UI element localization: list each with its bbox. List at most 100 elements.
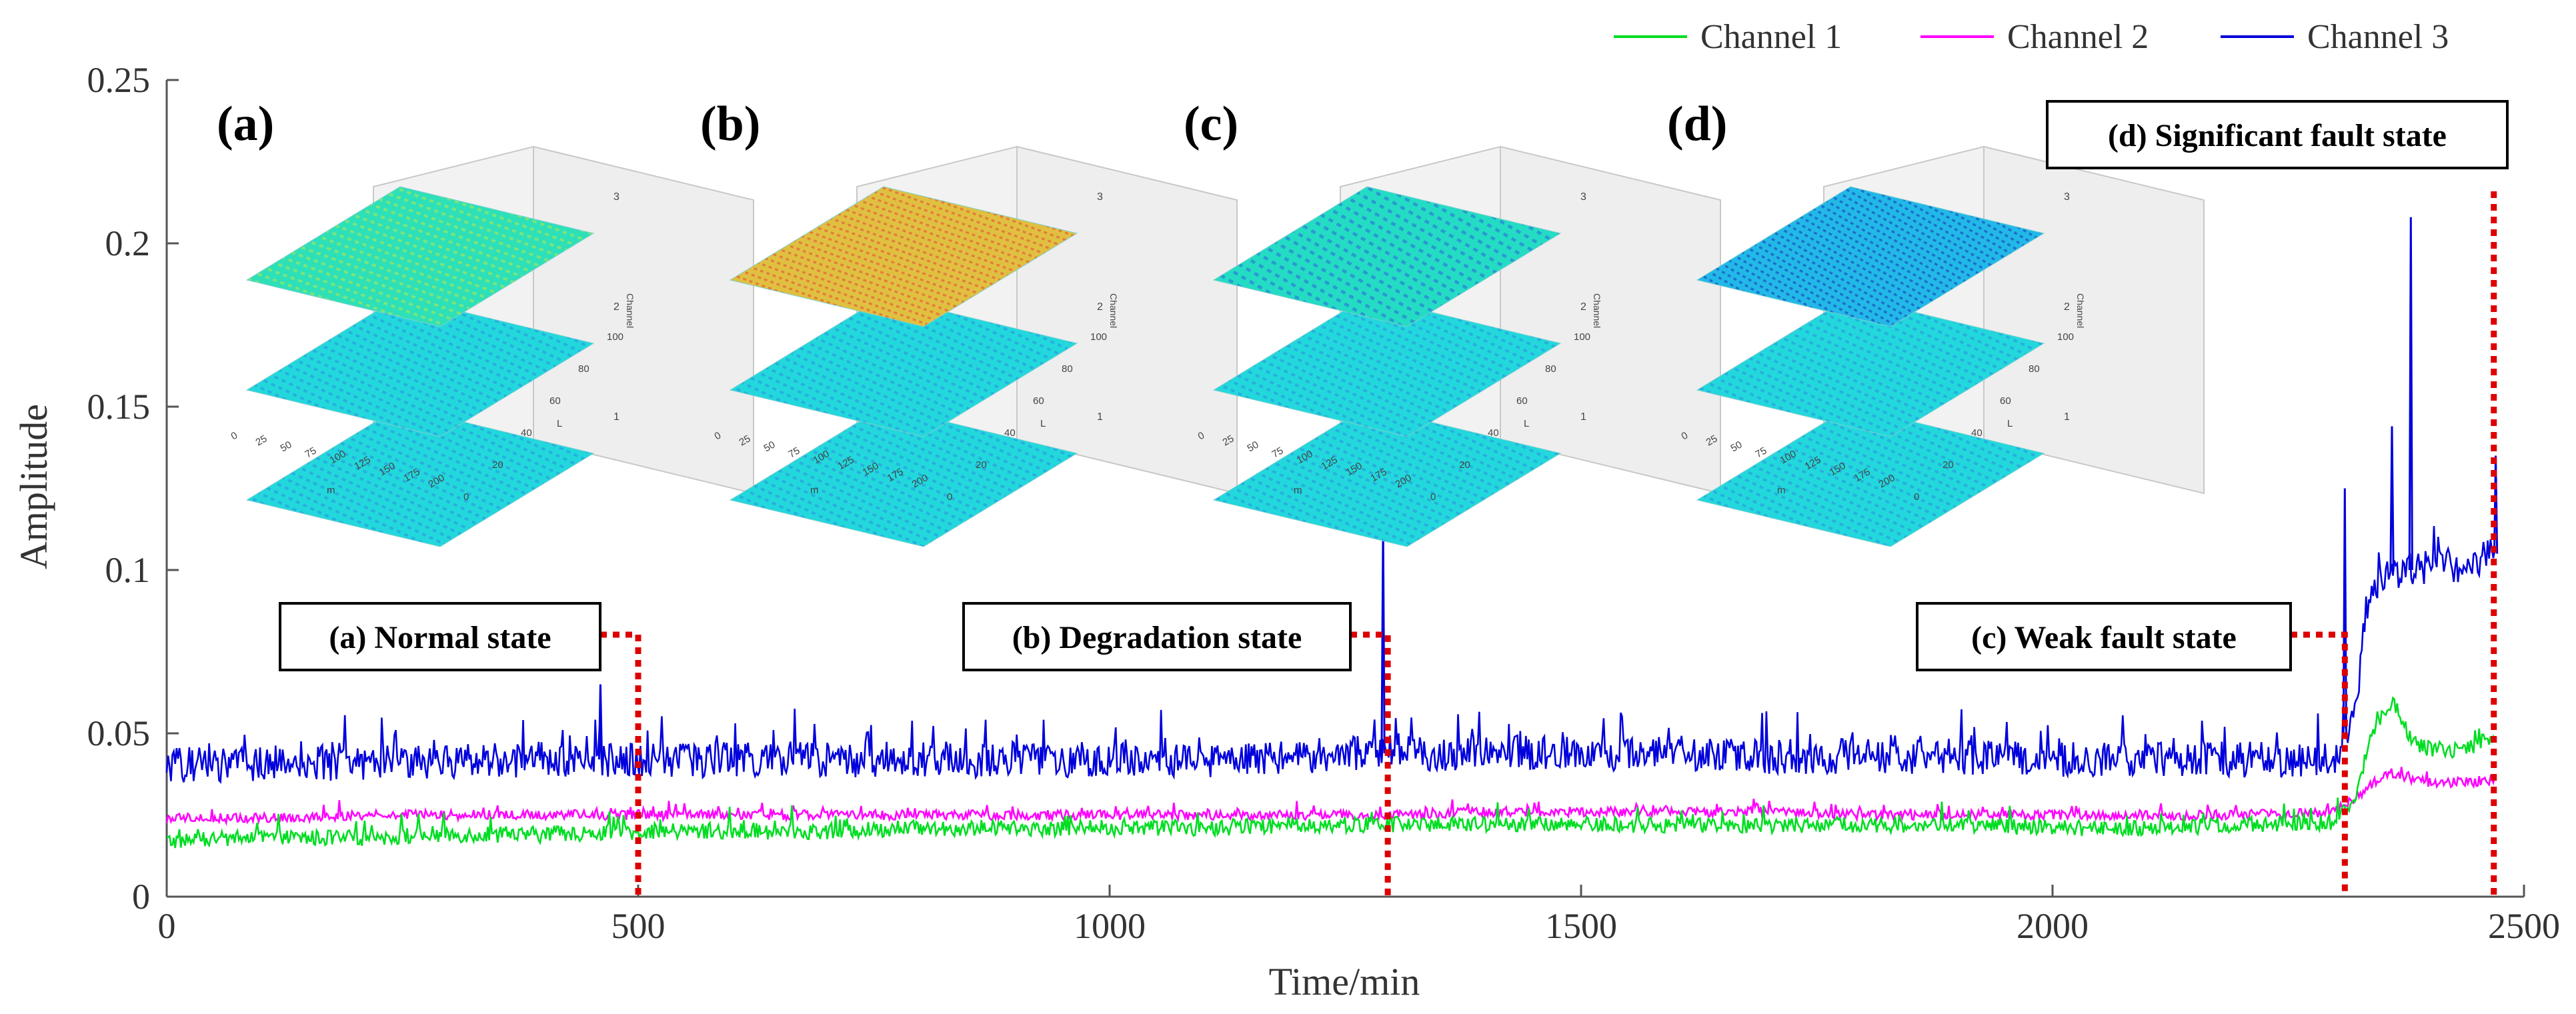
inset-m-tick: 75 xyxy=(1270,445,1286,460)
inset-l-tick: 40 xyxy=(1488,427,1499,439)
inset-l-tick: 100 xyxy=(607,331,623,343)
inset-m-tick: 25 xyxy=(1704,433,1720,448)
inset-letter: (c) xyxy=(1184,97,1238,151)
x-tick-label: 2000 xyxy=(2017,906,2089,946)
state-marker-1: (a) Normal state xyxy=(279,602,641,897)
x-tick-label: 1000 xyxy=(1074,906,1146,946)
inset-channel-label: Channel xyxy=(1108,293,1119,328)
inset-l-tick: 40 xyxy=(1971,427,1983,439)
inset-plane-channel-3 xyxy=(245,406,595,547)
series-spike-1 xyxy=(1380,527,1386,753)
inset-l-tick: 0 xyxy=(947,491,952,503)
inset-l-tick: 60 xyxy=(1033,395,1044,407)
inset-l-tick: 0 xyxy=(1430,491,1436,503)
x-tick-label: 500 xyxy=(611,906,666,946)
inset-letter: (a) xyxy=(217,97,274,151)
y-tick-label: 0.25 xyxy=(87,60,151,100)
y-tick-label: 0.1 xyxy=(105,550,151,590)
inset-channel-tick: 3 xyxy=(1097,191,1103,203)
inset-side-wall xyxy=(1983,145,2205,495)
inset-plane-channel-1 xyxy=(245,186,595,327)
inset-channel-tick: 1 xyxy=(2064,411,2070,423)
state-label-box xyxy=(962,602,1352,671)
state-label: (c) Weak fault state xyxy=(1971,620,2237,655)
series-line-channel-1 xyxy=(166,696,2496,849)
state-label-box xyxy=(1916,602,2292,671)
legend-label-channel-3: Channel 3 xyxy=(2307,18,2449,56)
inset-m-tick: 25 xyxy=(254,433,269,448)
inset-channel-tick: 2 xyxy=(1580,301,1586,313)
series-line-channel-3 xyxy=(165,525,2496,784)
series-line-channel-2 xyxy=(165,767,2496,826)
inset-channel-tick: 2 xyxy=(2064,301,2070,313)
y-tick-label: 0.05 xyxy=(87,713,151,753)
inset-l-tick: 20 xyxy=(1459,459,1470,471)
state-label-box xyxy=(279,602,601,671)
series-spike-2 xyxy=(2342,488,2347,739)
inset-l-tick: 80 xyxy=(1545,363,1556,375)
inset-m-tick: 50 xyxy=(1729,439,1744,454)
series-spike-3 xyxy=(2389,426,2395,571)
inset-plane-channel-3 xyxy=(729,406,1078,547)
inset-m-tick: 0 xyxy=(229,430,240,443)
inset-l-tick: 0 xyxy=(463,491,469,503)
inset-channel-tick: 1 xyxy=(613,411,619,423)
inset-l-tick: 20 xyxy=(492,459,503,471)
legend-label-channel-1: Channel 1 xyxy=(1700,18,1842,56)
inset-l-tick: 20 xyxy=(1943,459,1954,471)
inset-channel-tick: 3 xyxy=(1580,191,1586,203)
inset-l-tick: 60 xyxy=(1516,395,1528,407)
inset-m-tick: 25 xyxy=(1221,433,1236,448)
state-label-box xyxy=(2046,100,2509,169)
inset-m-label: m xyxy=(1294,485,1302,496)
inset-side-wall xyxy=(533,145,754,495)
inset-channel-label: Channel xyxy=(1592,293,1602,328)
inset-m-tick: 50 xyxy=(1246,439,1261,454)
inset-plane-channel-1 xyxy=(729,186,1078,327)
state-boundary-line xyxy=(600,631,641,897)
inset-channel-tick: 1 xyxy=(1097,411,1103,423)
x-axis-label: Time/min xyxy=(1269,960,1420,1003)
inset-m-label: m xyxy=(810,485,819,496)
inset-l-tick: 40 xyxy=(1004,427,1016,439)
inset-l-label: L xyxy=(557,418,562,429)
y-tick-label: 0.15 xyxy=(87,387,151,427)
legend-label-channel-2: Channel 2 xyxy=(2007,18,2149,56)
inset-m-tick: 50 xyxy=(279,439,294,454)
state-label: (d) Significant fault state xyxy=(2108,118,2447,153)
y-tick-label: 0.2 xyxy=(105,223,151,263)
inset-plane-channel-2 xyxy=(1212,296,1562,437)
inset-m-tick: 25 xyxy=(738,433,753,448)
inset-channel-label: Channel xyxy=(625,293,635,328)
series-spike-4 xyxy=(2408,217,2413,571)
state-marker-3: (c) Weak fault state xyxy=(1916,602,2348,897)
inset-plane-channel-2 xyxy=(245,296,595,437)
inset-l-tick: 100 xyxy=(2057,331,2074,343)
inset-plane-channel-3 xyxy=(1212,406,1562,547)
inset-l-tick: 80 xyxy=(578,363,589,375)
state-marker-2: (b) Degradation state xyxy=(962,602,1391,897)
inset-l-label: L xyxy=(1524,418,1529,429)
inset-channel-tick: 3 xyxy=(2064,191,2070,203)
inset-plane-channel-1 xyxy=(1212,186,1562,327)
x-tick-label: 1500 xyxy=(1545,906,1617,946)
state-label: (a) Normal state xyxy=(329,620,551,655)
inset-l-tick: 20 xyxy=(976,459,987,471)
inset-l-label: L xyxy=(1040,418,1046,429)
state-boundary-line xyxy=(2291,631,2348,897)
inset-channel-tick: 2 xyxy=(1097,301,1103,313)
inset-m-tick: 50 xyxy=(762,439,778,454)
inset-l-tick: 0 xyxy=(1914,491,1919,503)
y-axis-label: Amplitude xyxy=(12,404,55,569)
inset-m-tick: 75 xyxy=(1754,445,1769,460)
inset-plane-channel-2 xyxy=(729,296,1078,437)
inset-m-tick: 75 xyxy=(303,445,319,460)
inset-channel-tick: 3 xyxy=(613,191,619,203)
x-tick-label: 2500 xyxy=(2488,906,2560,946)
inset-m-label: m xyxy=(1777,485,1786,496)
inset-m-tick: 75 xyxy=(787,445,802,460)
